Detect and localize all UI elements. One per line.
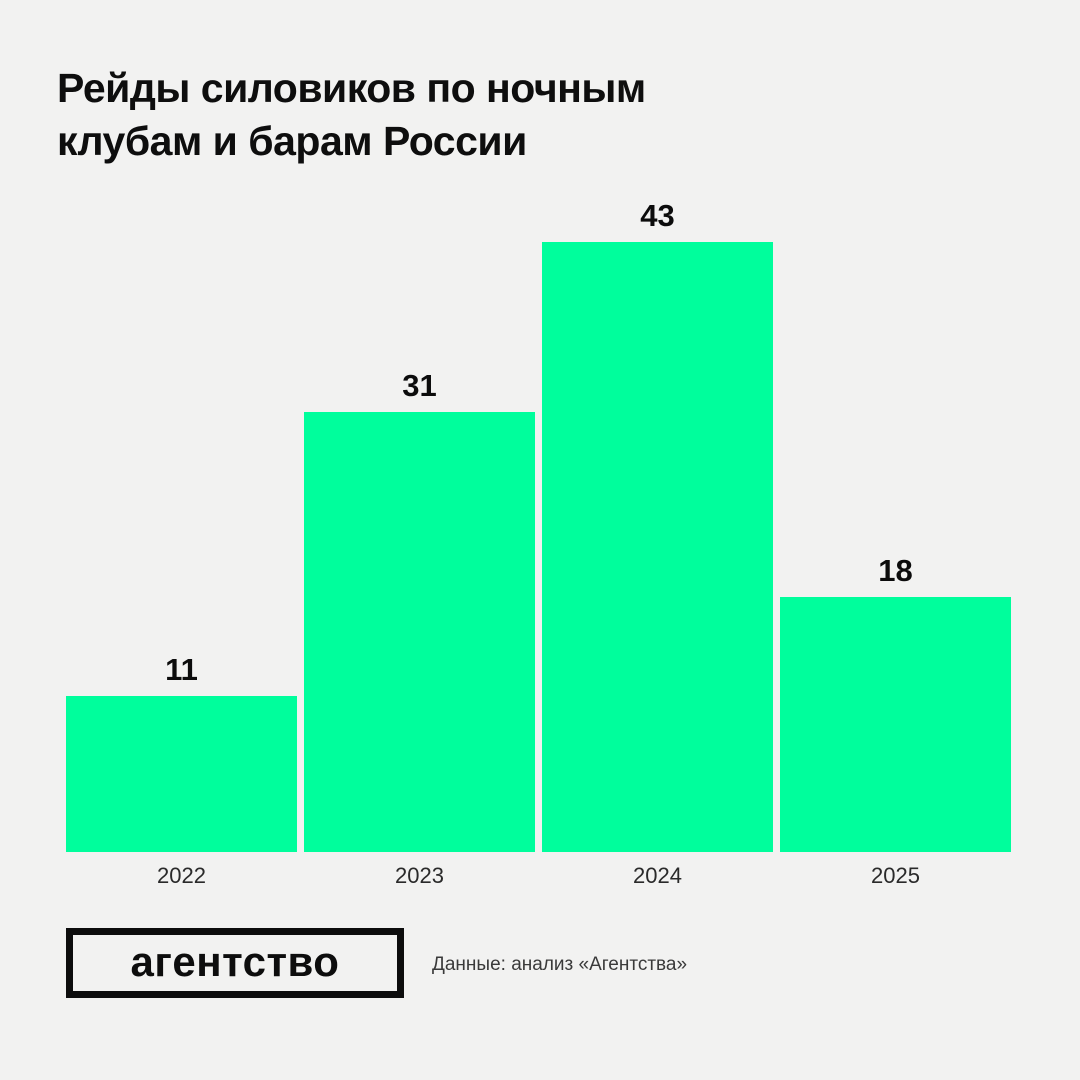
bar-value-label: 18 (878, 553, 913, 588)
bar-2024 (542, 242, 773, 852)
x-axis-label: 2025 (871, 863, 920, 888)
agentstvo-logo: агентство (66, 928, 404, 998)
x-axis-label: 2023 (395, 863, 444, 888)
bar-2022 (66, 696, 297, 852)
bar-column-2022: 11 2022 (66, 652, 297, 887)
bar-column-2025: 18 2025 (780, 553, 1011, 887)
bar-value-label: 43 (640, 198, 675, 233)
x-axis-label: 2022 (157, 863, 206, 888)
bar-chart: 11 2022 31 2023 43 2024 18 2025 (66, 196, 1011, 887)
data-source-note: Данные: анализ «Агентства» (432, 954, 688, 975)
bar-2025 (780, 597, 1011, 852)
bar-2023 (304, 412, 535, 852)
agentstvo-logo-text: агентство (130, 937, 340, 985)
bar-column-2024: 43 2024 (542, 198, 773, 887)
bar-column-2023: 31 2023 (304, 368, 535, 887)
x-axis-label: 2024 (633, 863, 682, 888)
chart-title: Рейды силовиков по ночным клубам и барам… (57, 65, 646, 165)
bar-value-label: 11 (165, 652, 198, 687)
bar-value-label: 31 (402, 368, 437, 403)
